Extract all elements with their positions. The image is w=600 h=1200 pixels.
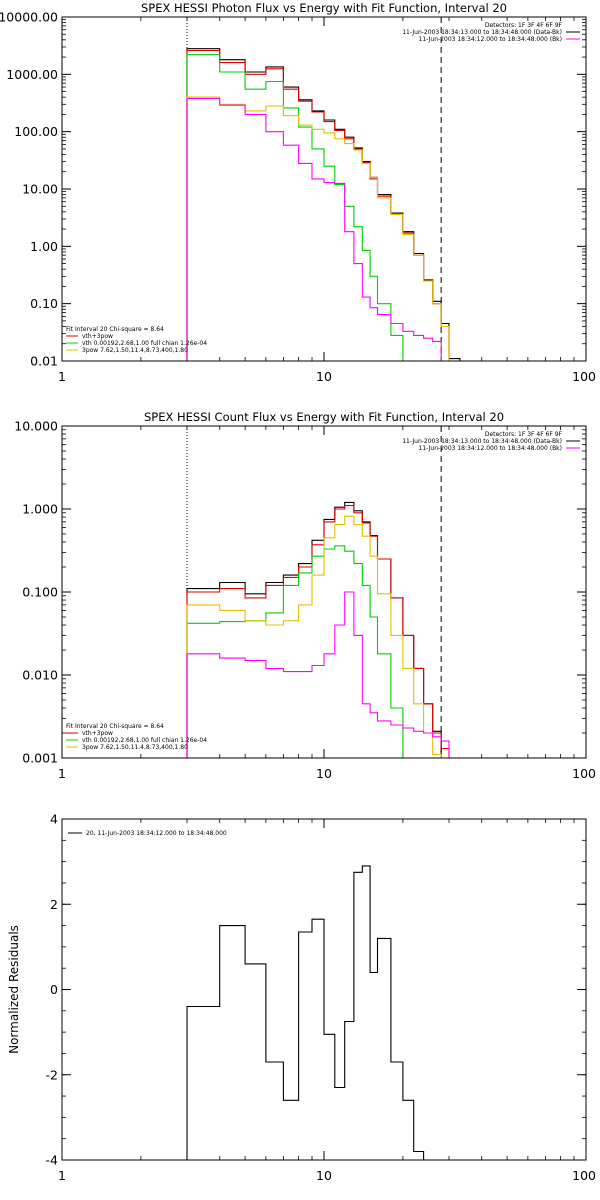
- y-tick-label: 100.00: [14, 124, 58, 139]
- series-20-11-jun-2003-18-34-12-000-to-18-34-48-000-line: [186, 865, 442, 1160]
- y-tick-label: 0.001: [22, 751, 58, 766]
- y-tick-label: -4: [46, 1153, 59, 1168]
- y-tick-label: -2: [46, 1067, 58, 1082]
- y-tick-label: 0.10: [30, 296, 58, 311]
- y-tick-label: 4: [50, 812, 58, 827]
- y-axis-label: Normalized Residuals: [7, 925, 21, 1054]
- y-tick-label: 1.000: [22, 502, 58, 517]
- legend-bottom-entry: Fit Interval 20 Chi-square = 8.64: [66, 326, 164, 333]
- series-vth-3pow-line: [186, 505, 450, 758]
- y-tick-label: 1.00: [30, 239, 58, 254]
- y-tick-label: 10000.00: [0, 10, 58, 25]
- legend-top-entry: 11-Jun-2003 18:34:12.000 to 18:34:48.000…: [419, 36, 562, 43]
- series-vth-3pow-line: [186, 49, 460, 361]
- legend-top-entry: Detectors: 1F 3F 4F 6F 9F: [485, 431, 563, 438]
- legend-top-entry: 11-Jun-2003 18:34:13.000 to 18:34:48.000…: [402, 438, 562, 445]
- plot-frame: [61, 818, 587, 1161]
- plot-frame: [61, 425, 587, 759]
- series-bk-line: [186, 591, 450, 758]
- count-flux-panel: SPEX HESSI Count Flux vs Energy with Fit…: [14, 410, 596, 781]
- series-3pow-line: [186, 96, 450, 361]
- x-tick-label: 1: [58, 1168, 66, 1183]
- x-tick-label: 100: [572, 766, 596, 781]
- y-tick-label: 2: [50, 897, 58, 912]
- legend-bottom-entry: Fit Interval 20 Chi-square = 8.64: [66, 723, 164, 730]
- x-tick-label: 10: [316, 1168, 332, 1183]
- legend-bottom-entry: vth 0.00192,2.68,1.00 full chian 1.26e-0…: [82, 737, 207, 744]
- y-tick-label: 0.100: [22, 585, 58, 600]
- x-tick-label: 100: [572, 1168, 596, 1183]
- y-tick-label: 1000.00: [6, 67, 58, 82]
- legend-bottom-entry: 3pow 7.62,1.50,11.4,8.73,400,1.80: [82, 744, 188, 751]
- data-layer: [186, 48, 461, 361]
- x-tick-label: 10: [316, 766, 332, 781]
- legend-entry: 20, 11-Jun-2003 18:34:12.000 to 18:34:48…: [86, 830, 227, 837]
- x-tick-label: 100: [572, 369, 596, 384]
- series-3pow-line: [186, 515, 442, 758]
- y-tick-label: 10.00: [22, 182, 58, 197]
- legend-bottom-entry: vth 0.00192,2.68,1.00 full chian 1.26e-0…: [82, 340, 207, 347]
- data-layer: [186, 501, 450, 758]
- chart-title: SPEX HESSI Photon Flux vs Energy with Fi…: [141, 1, 507, 15]
- legend-bottom-entry: vth+3pow: [82, 730, 113, 737]
- series-vth-line: [186, 54, 414, 361]
- legend-bottom-entry: vth+3pow: [82, 333, 113, 340]
- x-tick-label: 1: [58, 766, 66, 781]
- photon-flux-panel: SPEX HESSI Photon Flux vs Energy with Fi…: [0, 1, 596, 384]
- chart-title: SPEX HESSI Count Flux vs Energy with Fit…: [144, 410, 504, 424]
- x-tick-label: 1: [58, 369, 66, 384]
- series-bk-line: [186, 97, 442, 361]
- y-tick-label: 10.000: [14, 419, 58, 434]
- plot-frame: [61, 16, 587, 362]
- legend-bottom-entry: 3pow 7.62,1.50,11.4,8.73,400,1.80: [82, 347, 188, 354]
- x-tick-label: 10: [316, 369, 332, 384]
- legend-top-entry: 11-Jun-2003 18:34:12.000 to 18:34:48.000…: [419, 445, 562, 452]
- y-tick-label: 0: [50, 982, 58, 997]
- data-layer: [186, 865, 442, 1160]
- series-data-bk-line: [186, 48, 461, 361]
- y-tick-label: 0.01: [30, 354, 58, 369]
- residuals-panel: Normalized Residuals 1 10 100 -4 -2 0 2 4 20, 11-…: [7, 812, 596, 1184]
- legend-top-entry: 11-Jun-2003 18:34:13.000 to 18:34:48.000…: [402, 29, 562, 36]
- legend-top-entry: Detectors: 1F 3F 4F 6F 9F: [485, 22, 563, 29]
- y-tick-label: 0.010: [22, 668, 58, 683]
